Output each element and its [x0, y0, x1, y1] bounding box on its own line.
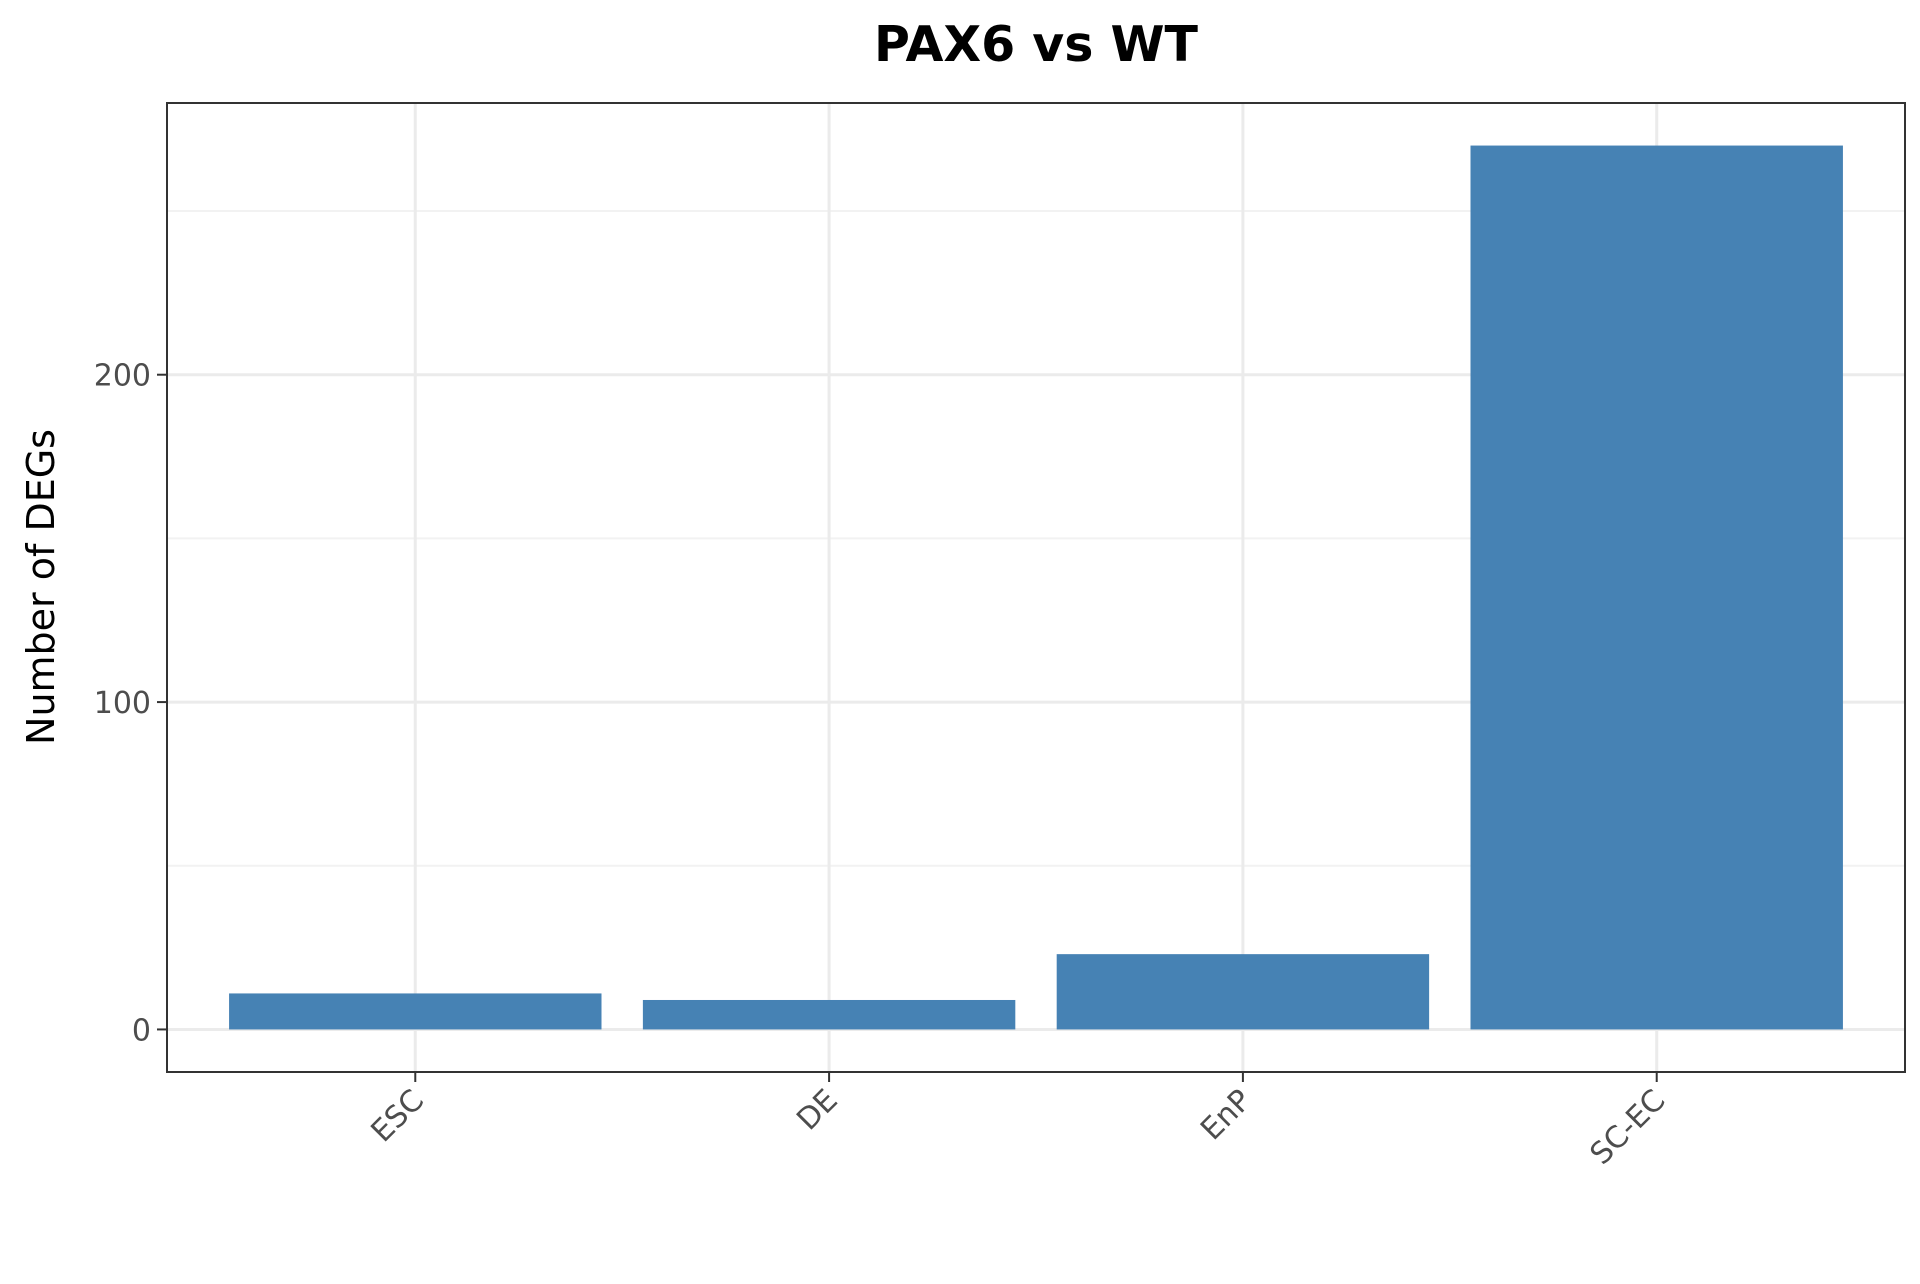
bar-de — [642, 999, 1016, 1030]
plot-panel-border — [166, 102, 1906, 1073]
chart-title: PAX6 vs WT — [874, 16, 1198, 73]
y-tick-label: 200 — [94, 359, 151, 394]
bars — [229, 145, 1843, 1030]
bar-sc-ec — [1470, 145, 1843, 1030]
bar-enp — [1056, 954, 1430, 1030]
bar-esc — [229, 993, 602, 1030]
y-axis-title: Number of DEGs — [19, 429, 63, 745]
y-tick-label: 0 — [132, 1013, 151, 1048]
y-axis: 0 100 200 — [94, 359, 167, 1048]
y-tick-label: 100 — [94, 686, 151, 721]
